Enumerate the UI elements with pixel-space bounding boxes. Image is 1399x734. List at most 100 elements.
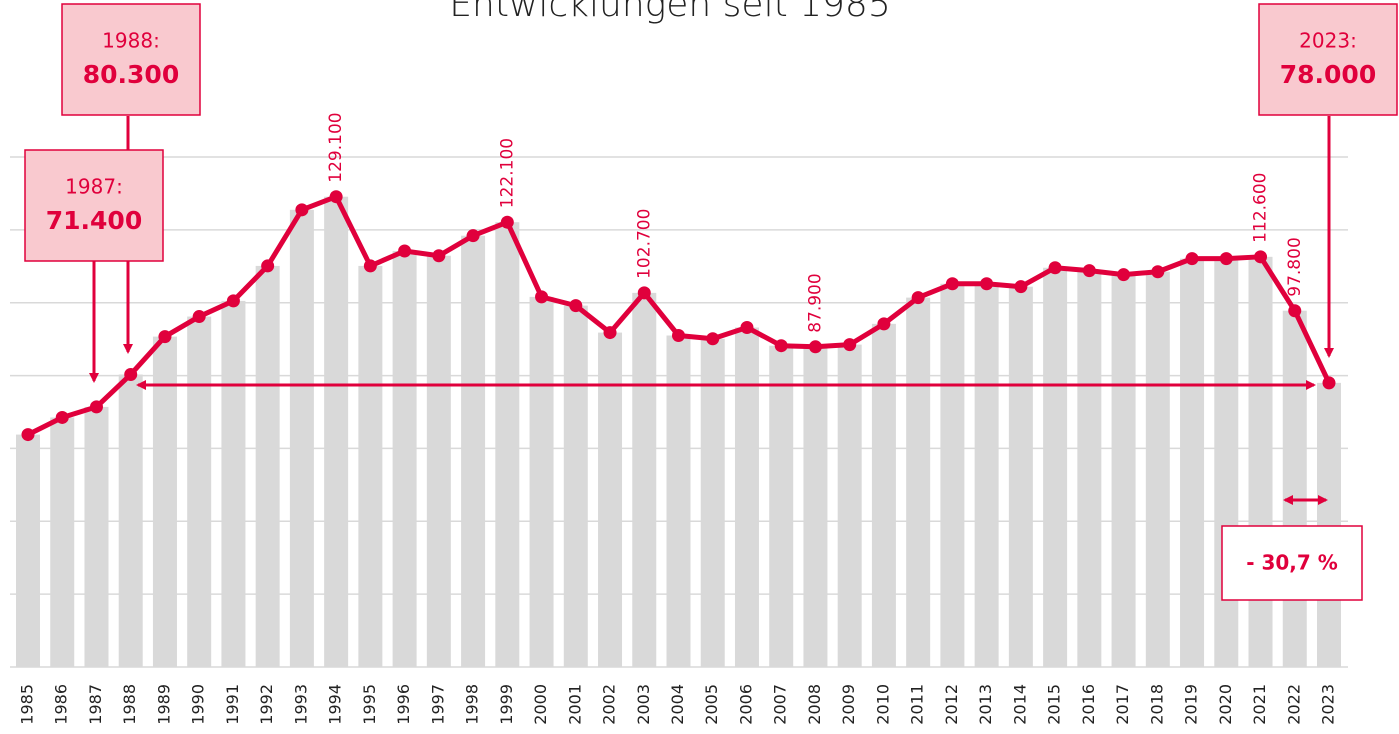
- x-tick-label: 2006: [736, 684, 755, 725]
- point: [911, 291, 925, 305]
- bar: [1145, 271, 1170, 667]
- value-label: 122.100: [497, 138, 517, 208]
- point: [192, 310, 206, 324]
- x-tick-label: 2011: [908, 684, 927, 725]
- x-tick-label: 2005: [702, 684, 721, 725]
- bar: [358, 265, 383, 667]
- point: [1048, 261, 1062, 275]
- x-tick-label: 2009: [839, 684, 858, 725]
- point: [500, 215, 514, 229]
- bar: [871, 323, 896, 667]
- bar: [1282, 310, 1307, 667]
- bar: [324, 196, 349, 667]
- x-tick-label: 2007: [771, 684, 790, 725]
- value-label: 87.900: [805, 273, 825, 332]
- value-label: 102.700: [634, 209, 654, 279]
- chart-title: Entwicklungen seit 1985: [449, 0, 891, 25]
- point: [466, 229, 480, 243]
- bar: [1077, 270, 1102, 667]
- bar: [392, 250, 417, 667]
- point: [295, 203, 309, 217]
- x-tick-label: 1989: [154, 684, 173, 725]
- bar: [666, 335, 691, 667]
- point: [1151, 265, 1165, 279]
- point: [808, 340, 822, 354]
- bar: [461, 235, 486, 667]
- x-tick-label: 1999: [497, 684, 516, 725]
- point: [89, 400, 103, 414]
- bar: [187, 316, 212, 667]
- x-tick-label: 2016: [1079, 684, 1098, 725]
- x-tick-label: 2008: [805, 684, 824, 725]
- x-tick-label: 2010: [873, 684, 892, 725]
- bar: [1008, 286, 1033, 667]
- x-tick-label: 1986: [52, 684, 71, 725]
- point: [261, 259, 275, 273]
- bar: [563, 305, 588, 667]
- bar: [118, 374, 143, 667]
- change-box: [1221, 525, 1363, 601]
- point: [569, 299, 583, 313]
- bar: [1317, 382, 1341, 667]
- x-tick-label: 1992: [257, 684, 276, 725]
- point: [672, 329, 685, 342]
- bar: [734, 327, 759, 667]
- x-tick-label: 2014: [1010, 684, 1029, 725]
- x-tick-label: 1995: [360, 684, 379, 725]
- point: [432, 249, 446, 263]
- point: [1219, 252, 1233, 266]
- callout-label: 2023:: [1299, 29, 1357, 53]
- callout-value: 78.000: [1280, 60, 1376, 89]
- x-tick-label: 1998: [463, 684, 482, 725]
- x-tick-label: 1997: [428, 684, 447, 725]
- bar: [803, 346, 828, 667]
- bar: [255, 265, 280, 667]
- point: [398, 244, 412, 258]
- x-tick-label: 2013: [976, 684, 995, 725]
- point: [158, 330, 172, 344]
- x-tick-label: 1993: [291, 684, 310, 725]
- x-tick-label: 2017: [1113, 684, 1132, 725]
- point: [55, 410, 69, 424]
- bar: [974, 283, 999, 667]
- point: [1288, 304, 1302, 318]
- point: [843, 338, 857, 352]
- x-tick-label: 2000: [531, 684, 550, 725]
- x-tick-label: 2012: [942, 684, 961, 725]
- bar: [289, 209, 314, 668]
- bar: [1214, 258, 1239, 667]
- x-tick-label: 2004: [668, 684, 687, 725]
- callout-box: [24, 149, 164, 262]
- callout-box: [61, 3, 201, 116]
- x-tick-label: 1985: [18, 684, 37, 725]
- point: [740, 320, 754, 334]
- x-tick-label: 2002: [600, 684, 619, 725]
- x-tick-label: 2020: [1216, 684, 1235, 725]
- point: [877, 317, 891, 331]
- point: [124, 367, 138, 381]
- bar: [769, 345, 794, 667]
- bar: [495, 222, 520, 667]
- point: [21, 428, 35, 442]
- callout-label: 1988:: [102, 29, 160, 53]
- bar: [50, 417, 75, 667]
- x-tick-label: 2023: [1319, 684, 1338, 725]
- point: [706, 332, 720, 346]
- value-label: 112.600: [1251, 173, 1271, 243]
- x-tick-label: 1988: [120, 684, 139, 725]
- x-tick-label: 1994: [326, 684, 345, 725]
- bar: [1043, 267, 1068, 667]
- bar: [906, 297, 931, 667]
- x-tick-label: 2015: [1045, 684, 1064, 725]
- change-label: - 30,7 %: [1246, 551, 1338, 575]
- x-tick-label: 1991: [223, 684, 242, 725]
- value-label: 129.100: [326, 112, 346, 182]
- value-label: 97.800: [1285, 237, 1305, 296]
- bar: [16, 434, 40, 667]
- point: [1014, 280, 1028, 294]
- point: [1185, 252, 1199, 266]
- point: [1117, 268, 1131, 282]
- bar: [1248, 256, 1273, 667]
- bar: [221, 300, 246, 667]
